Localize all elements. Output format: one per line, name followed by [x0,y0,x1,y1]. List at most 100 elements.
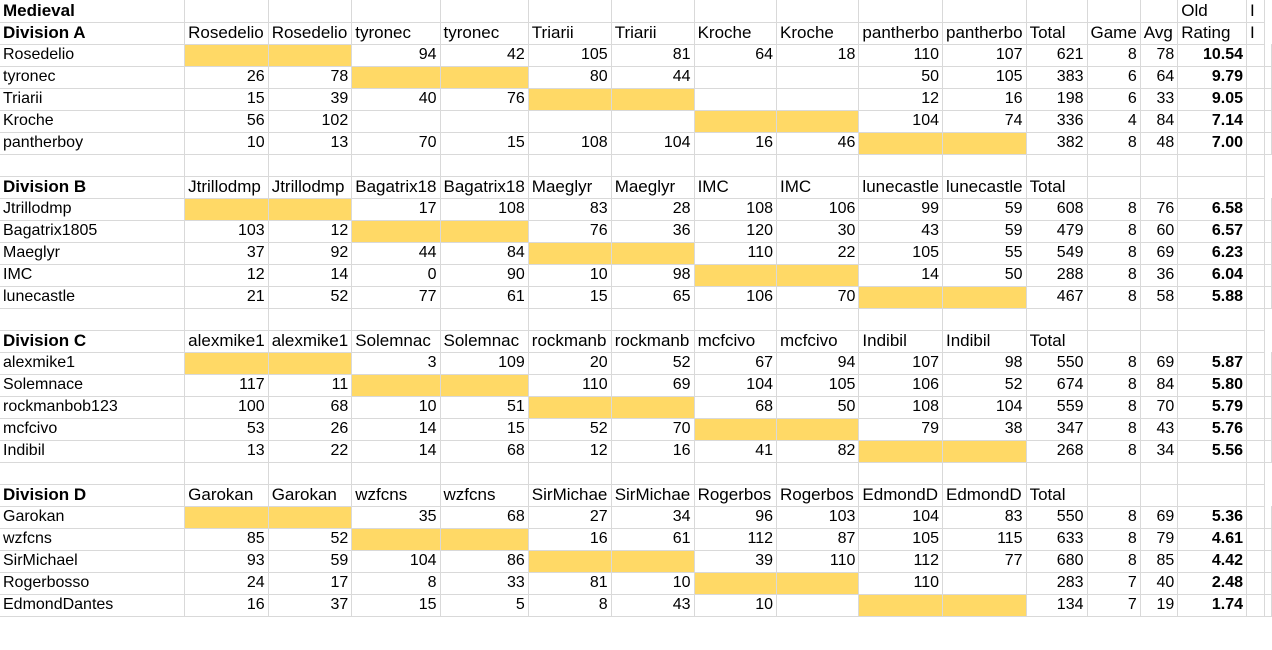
player-name-cell[interactable]: Garokan [0,506,186,529]
score-cell[interactable]: 69 [611,374,695,397]
games-cell[interactable]: 8 [1087,374,1141,397]
score-cell[interactable]: 77 [351,286,441,309]
avg-cell[interactable]: 76 [1140,198,1179,221]
empty-cell[interactable] [1246,352,1265,375]
total-cell[interactable]: 134 [1026,594,1088,617]
score-cell[interactable]: 61 [611,528,695,551]
score-cell[interactable]: 15 [184,88,269,111]
score-cell[interactable]: 70 [776,286,860,309]
empty-cell[interactable] [1264,264,1272,287]
score-cell[interactable]: 52 [268,286,353,309]
games-cell[interactable]: 4 [1087,110,1141,133]
score-cell[interactable] [184,352,269,375]
score-cell[interactable] [611,242,695,265]
total-cell[interactable]: 383 [1026,66,1088,89]
column-header-cell[interactable]: Rating [1177,22,1248,45]
score-cell[interactable] [776,110,860,133]
score-cell[interactable]: 17 [351,198,441,221]
player-name-cell[interactable]: Rogerbosso [0,572,186,595]
empty-cell[interactable] [1140,154,1179,177]
score-cell[interactable] [440,110,529,133]
score-cell[interactable] [776,418,860,441]
empty-cell[interactable] [1264,572,1272,595]
score-cell[interactable] [611,110,695,133]
score-cell[interactable]: 59 [942,220,1027,243]
empty-cell[interactable] [942,154,1027,177]
empty-cell[interactable] [1140,308,1179,331]
rating-cell[interactable]: 10.54 [1177,44,1248,67]
column-header-cell[interactable]: SirMichae [611,484,695,507]
empty-cell[interactable] [1264,110,1272,133]
column-header-cell[interactable]: EdmondD [858,484,943,507]
score-cell[interactable] [440,220,529,243]
score-cell[interactable] [268,506,353,529]
score-cell[interactable] [694,88,778,111]
rating-cell[interactable]: 6.23 [1177,242,1248,265]
player-name-cell[interactable]: tyronec [0,66,186,89]
score-cell[interactable]: 15 [528,286,612,309]
score-cell[interactable] [528,550,612,573]
empty-cell[interactable] [694,462,778,485]
score-cell[interactable] [440,528,529,551]
column-header-cell[interactable]: I [1246,22,1265,45]
avg-cell[interactable]: 69 [1140,352,1179,375]
score-cell[interactable]: 68 [440,506,529,529]
score-cell[interactable]: 110 [528,374,612,397]
column-header-cell[interactable]: pantherbo [858,22,943,45]
column-header-cell[interactable]: Bagatrix18 [440,176,529,199]
score-cell[interactable]: 50 [858,66,943,89]
rating-cell[interactable]: 6.57 [1177,220,1248,243]
games-cell[interactable]: 8 [1087,132,1141,155]
column-header-cell[interactable] [1087,176,1141,199]
empty-cell[interactable] [1264,594,1272,617]
score-cell[interactable]: 44 [351,242,441,265]
score-cell[interactable]: 59 [268,550,353,573]
total-cell[interactable]: 288 [1026,264,1088,287]
games-cell[interactable]: 6 [1087,66,1141,89]
score-cell[interactable]: 10 [351,396,441,419]
empty-cell[interactable] [942,462,1027,485]
score-cell[interactable]: 53 [184,418,269,441]
rating-cell[interactable]: 7.00 [1177,132,1248,155]
score-cell[interactable]: 110 [694,242,778,265]
games-cell[interactable]: 8 [1087,528,1141,551]
games-cell[interactable]: 8 [1087,286,1141,309]
empty-cell[interactable] [1087,154,1141,177]
score-cell[interactable]: 106 [694,286,778,309]
empty-cell[interactable] [1087,0,1141,23]
column-header-cell[interactable]: Garokan [268,484,353,507]
score-cell[interactable]: 105 [942,66,1027,89]
column-header-cell[interactable] [1140,330,1179,353]
score-cell[interactable]: 34 [611,506,695,529]
column-header-cell[interactable]: Rosedelio [268,22,353,45]
total-cell[interactable]: 633 [1026,528,1088,551]
score-cell[interactable]: 64 [694,44,778,67]
score-cell[interactable] [528,88,612,111]
score-cell[interactable] [351,110,441,133]
column-header-cell[interactable]: Triarii [528,22,612,45]
score-cell[interactable]: 117 [184,374,269,397]
score-cell[interactable]: 109 [440,352,529,375]
empty-cell[interactable] [1026,308,1088,331]
empty-cell[interactable] [1246,308,1265,331]
score-cell[interactable]: 13 [268,132,353,155]
empty-cell[interactable] [1026,462,1088,485]
score-cell[interactable] [942,286,1027,309]
rating-cell[interactable]: 4.61 [1177,528,1248,551]
rating-cell[interactable]: 5.79 [1177,396,1248,419]
score-cell[interactable]: 106 [858,374,943,397]
rating-cell[interactable]: 7.14 [1177,110,1248,133]
avg-cell[interactable]: 79 [1140,528,1179,551]
games-cell[interactable]: 6 [1087,88,1141,111]
empty-cell[interactable] [942,0,1027,23]
score-cell[interactable]: 104 [858,506,943,529]
games-cell[interactable]: 8 [1087,264,1141,287]
column-header-cell[interactable]: mcfcivo [694,330,778,353]
player-name-cell[interactable]: Maeglyr [0,242,186,265]
score-cell[interactable]: 92 [268,242,353,265]
empty-cell[interactable] [1246,110,1265,133]
score-cell[interactable]: 96 [694,506,778,529]
empty-cell[interactable] [1246,550,1265,573]
rating-cell[interactable]: 6.58 [1177,198,1248,221]
avg-cell[interactable]: 58 [1140,286,1179,309]
